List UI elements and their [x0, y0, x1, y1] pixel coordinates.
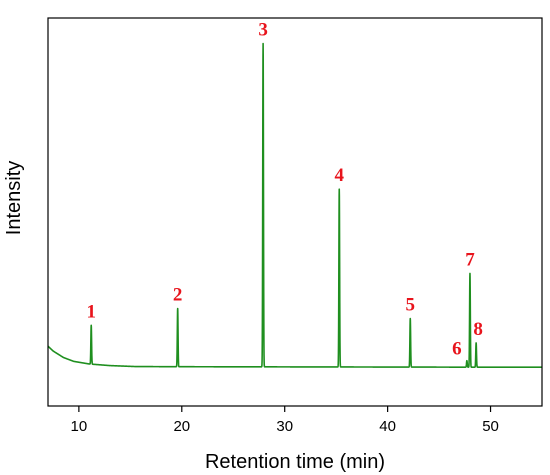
peak-label-6: 6 [452, 339, 462, 360]
x-axis: 10 20 30 40 50 [71, 406, 499, 435]
x-tick-label-40: 40 [379, 418, 396, 435]
trace-layer [47, 42, 543, 368]
peak-label-5: 5 [406, 295, 416, 316]
x-tick-label-30: 30 [276, 418, 293, 435]
peak-label-8: 8 [473, 319, 483, 340]
chromatogram-trace [47, 42, 543, 368]
x-axis-title: Retention time (min) [205, 451, 385, 473]
x-tick-label-20: 20 [173, 418, 190, 435]
peak-label-4: 4 [335, 165, 345, 186]
peak-label-3: 3 [258, 20, 268, 41]
peak-label-2: 2 [173, 285, 183, 306]
y-axis-title: Intensity [3, 161, 25, 235]
peak-labels: 1 2 3 4 5 6 7 8 [86, 20, 482, 360]
peak-label-1: 1 [86, 301, 96, 322]
x-tick-label-10: 10 [71, 418, 88, 435]
x-tick-label-50: 50 [482, 418, 499, 435]
plot-frame [47, 17, 543, 407]
peak-label-7: 7 [465, 249, 475, 270]
